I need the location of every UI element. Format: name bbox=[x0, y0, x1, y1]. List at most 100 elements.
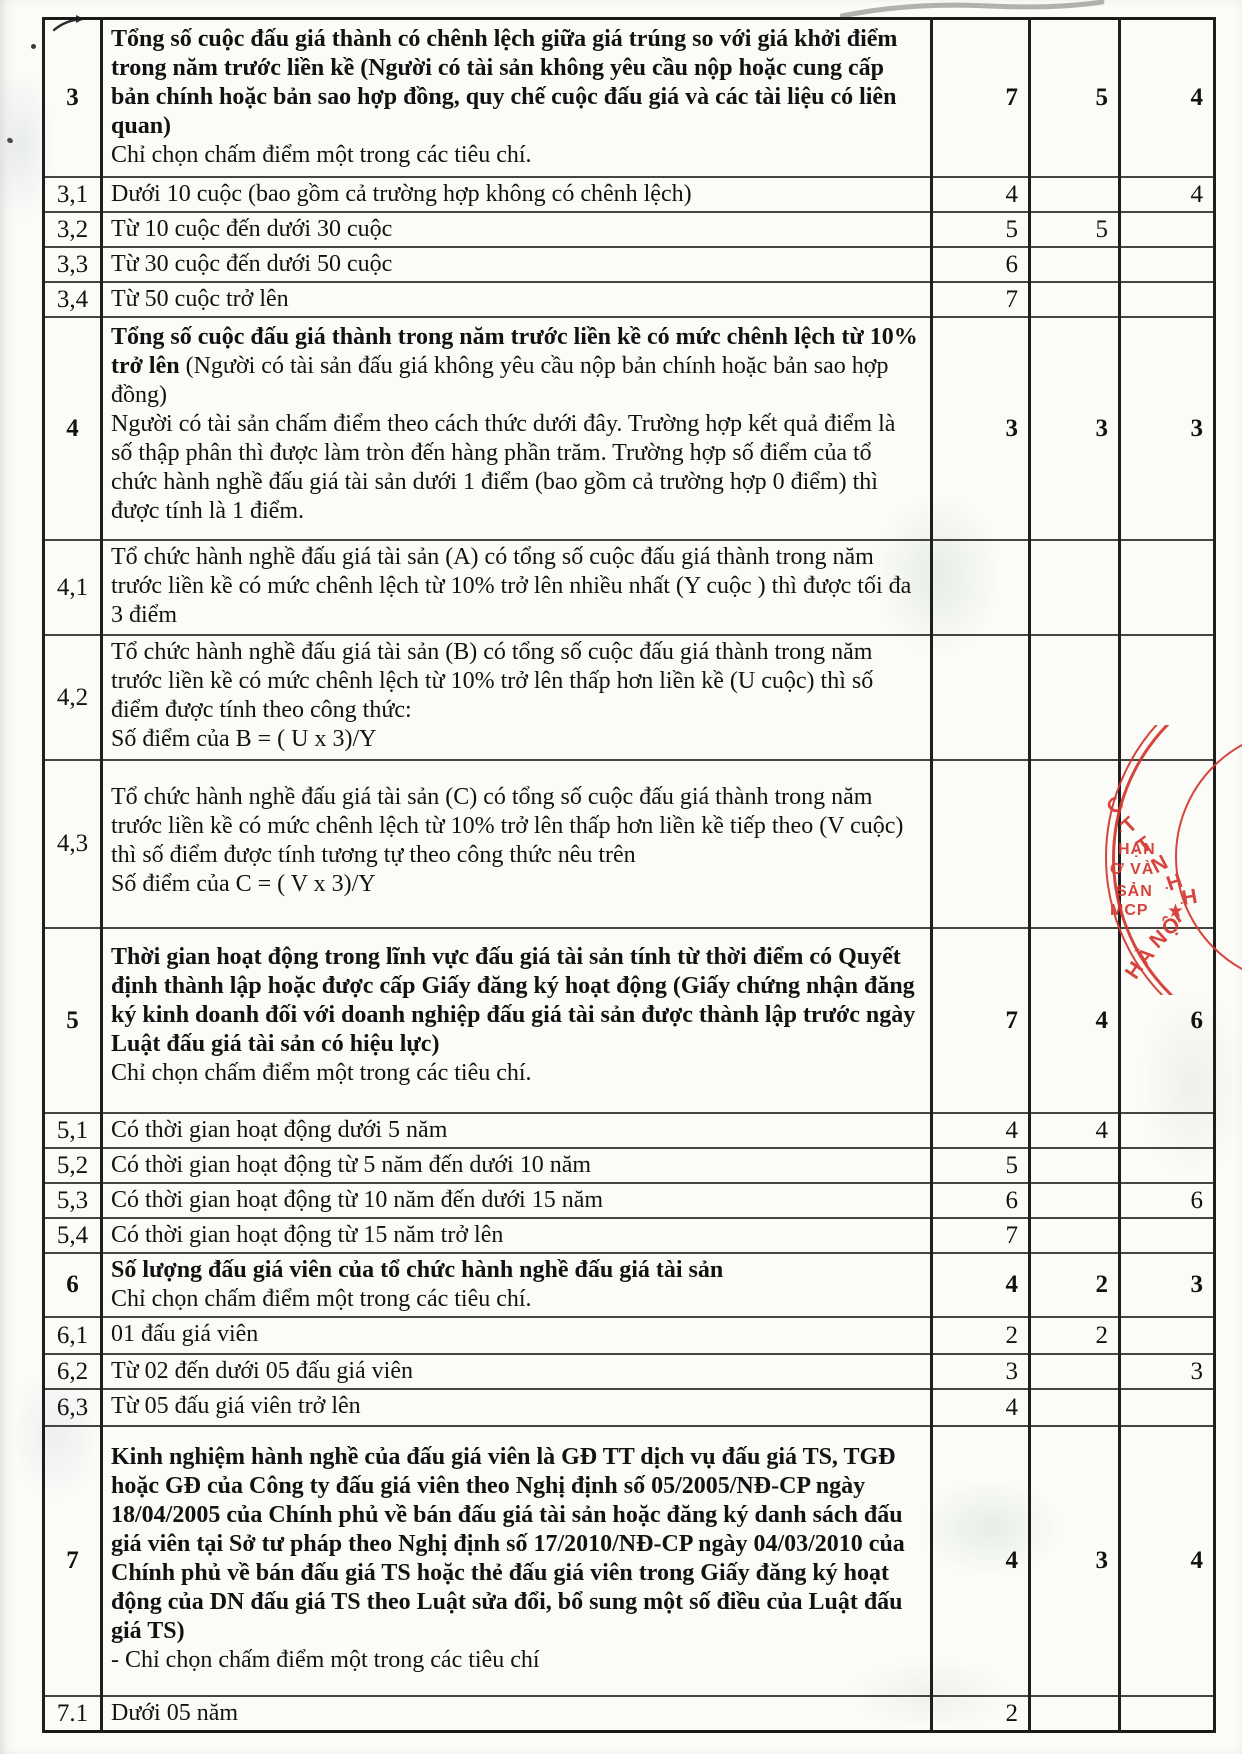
criteria-cell: Dưới 05 năm bbox=[100, 1694, 933, 1732]
criteria-text: Số lượng đấu giá viên của tổ chức hành n… bbox=[111, 1256, 724, 1283]
criteria-text: Tổng số cuộc đấu giá thành trong năm trư… bbox=[111, 323, 918, 379]
pen-dot bbox=[31, 44, 36, 49]
table-row: 5 Thời gian hoạt động trong lĩnh vực đấu… bbox=[42, 926, 1216, 1114]
score-col1-cell: 5 bbox=[930, 1146, 1031, 1184]
criteria-cell: Tổng số cuộc đấu giá thành có chênh lệch… bbox=[100, 17, 933, 178]
score-col2-cell: 4 bbox=[1028, 1111, 1121, 1149]
score-col3-cell bbox=[1118, 280, 1216, 318]
criteria-cell: Có thời gian hoạt động dưới 5 năm bbox=[100, 1111, 933, 1149]
score-col3-cell bbox=[1118, 1146, 1216, 1184]
score-col2-cell: 5 bbox=[1028, 210, 1121, 248]
score-col3-cell: 6 bbox=[1118, 1181, 1216, 1219]
pen-dot bbox=[6, 136, 14, 145]
score-col1-cell: 6 bbox=[930, 245, 1031, 283]
score-col2-cell: 5 bbox=[1028, 17, 1121, 178]
score-col2-cell: 3 bbox=[1028, 1424, 1121, 1697]
criteria-text: Từ 10 cuộc đến dưới 30 cuộc bbox=[111, 215, 393, 242]
criteria-text: (Người có tài sản đấu giá không yêu cầu … bbox=[111, 352, 889, 408]
criteria-note: Chỉ chọn chấm điểm một trong các tiêu ch… bbox=[111, 1285, 532, 1312]
criteria-cell: Thời gian hoạt động trong lĩnh vực đấu g… bbox=[100, 926, 933, 1114]
score-col3-cell: 3 bbox=[1118, 1251, 1216, 1318]
score-col3-cell bbox=[1118, 538, 1216, 636]
criteria-text: Từ 50 cuộc trở lên bbox=[111, 285, 289, 312]
score-col1-cell: 7 bbox=[930, 1216, 1031, 1254]
row-number-cell: 4,2 bbox=[42, 633, 103, 761]
score-col2-cell bbox=[1028, 633, 1121, 761]
score-col1-cell: 4 bbox=[930, 1111, 1031, 1149]
table-row: 4,3 Tổ chức hành nghề đấu giá tài sản (C… bbox=[42, 758, 1216, 929]
criteria-cell: Dưới 10 cuộc (bao gồm cả trường hợp khôn… bbox=[100, 175, 933, 213]
table-row: 3 Tổng số cuộc đấu giá thành có chênh lệ… bbox=[42, 17, 1216, 178]
table-row: 5,2 Có thời gian hoạt động từ 5 năm đến … bbox=[42, 1146, 1216, 1184]
row-number-cell: 4,1 bbox=[42, 538, 103, 636]
criteria-text: 01 đấu giá viên bbox=[111, 1320, 259, 1347]
table-row: 4,1 Tổ chức hành nghề đấu giá tài sản (A… bbox=[42, 538, 1216, 636]
score-col2-cell: 3 bbox=[1028, 315, 1121, 541]
criteria-text: Dưới 05 năm bbox=[111, 1699, 239, 1726]
criteria-cell: Từ 30 cuộc đến dưới 50 cuộc bbox=[100, 245, 933, 283]
score-col1-cell: 7 bbox=[930, 926, 1031, 1114]
criteria-text: Tổ chức hành nghề đấu giá tài sản (B) có… bbox=[111, 638, 874, 723]
criteria-text: Từ 02 đến dưới 05 đấu giá viên bbox=[111, 1357, 413, 1384]
score-col2-cell: 2 bbox=[1028, 1315, 1121, 1355]
row-number-cell: 3,4 bbox=[42, 280, 103, 318]
criteria-cell: Từ 10 cuộc đến dưới 30 cuộc bbox=[100, 210, 933, 248]
score-col1-cell bbox=[930, 758, 1031, 929]
criteria-cell: Tổ chức hành nghề đấu giá tài sản (B) có… bbox=[100, 633, 933, 761]
criteria-cell: Tổng số cuộc đấu giá thành trong năm trư… bbox=[100, 315, 933, 541]
score-col1-cell bbox=[930, 633, 1031, 761]
score-col3-cell bbox=[1118, 1315, 1216, 1355]
score-col2-cell bbox=[1028, 1181, 1121, 1219]
row-number-cell: 5,4 bbox=[42, 1216, 103, 1254]
criteria-text: Tổ chức hành nghề đấu giá tài sản (C) có… bbox=[111, 783, 904, 868]
row-number-cell: 6,3 bbox=[42, 1387, 103, 1427]
score-col2-cell bbox=[1028, 175, 1121, 213]
row-number-cell: 7.1 bbox=[42, 1694, 103, 1732]
criteria-cell: Tổ chức hành nghề đấu giá tài sản (C) có… bbox=[100, 758, 933, 929]
criteria-text: Kinh nghiệm hành nghề của đấu giá viên l… bbox=[111, 1443, 905, 1644]
score-col3-cell bbox=[1118, 1694, 1216, 1732]
table-row: 5,3 Có thời gian hoạt động từ 10 năm đến… bbox=[42, 1181, 1216, 1219]
row-number-cell: 4 bbox=[42, 315, 103, 541]
criteria-note: Người có tài sản chấm điểm theo cách thứ… bbox=[111, 410, 896, 524]
score-col2-cell bbox=[1028, 1146, 1121, 1184]
score-col1-cell: 3 bbox=[930, 315, 1031, 541]
score-col3-cell: 3 bbox=[1118, 315, 1216, 541]
table-row: 4,2 Tổ chức hành nghề đấu giá tài sản (B… bbox=[42, 633, 1216, 761]
score-col1-cell: 7 bbox=[930, 280, 1031, 318]
score-col1-cell: 2 bbox=[930, 1315, 1031, 1355]
row-number-cell: 3 bbox=[42, 17, 103, 178]
score-col2-cell: 4 bbox=[1028, 926, 1121, 1114]
score-col3-cell: 6 bbox=[1118, 926, 1216, 1114]
row-number-cell: 3,2 bbox=[42, 210, 103, 248]
score-col3-cell bbox=[1118, 633, 1216, 761]
row-number-cell: 5 bbox=[42, 926, 103, 1114]
score-col2-cell: 2 bbox=[1028, 1251, 1121, 1318]
score-col2-cell bbox=[1028, 1694, 1121, 1732]
criteria-text: Có thời gian hoạt động từ 15 năm trở lên bbox=[111, 1221, 504, 1248]
row-number-cell: 6,1 bbox=[42, 1315, 103, 1355]
score-col3-cell bbox=[1118, 1387, 1216, 1427]
score-col1-cell: 5 bbox=[930, 210, 1031, 248]
criteria-formula: Số điểm của B = ( U x 3)/Y bbox=[111, 725, 377, 752]
criteria-cell: Tổ chức hành nghề đấu giá tài sản (A) có… bbox=[100, 538, 933, 636]
criteria-text: Tổng số cuộc đấu giá thành có chênh lệch… bbox=[111, 26, 898, 139]
row-number-cell: 4,3 bbox=[42, 758, 103, 929]
criteria-text: Có thời gian hoạt động dưới 5 năm bbox=[111, 1116, 448, 1143]
table-row: 6 Số lượng đấu giá viên của tổ chức hành… bbox=[42, 1251, 1216, 1318]
criteria-cell: Từ 50 cuộc trở lên bbox=[100, 280, 933, 318]
row-number-cell: 3,3 bbox=[42, 245, 103, 283]
score-col1-cell bbox=[930, 538, 1031, 636]
criteria-text: Tổ chức hành nghề đấu giá tài sản (A) có… bbox=[111, 543, 912, 628]
score-col3-cell: 4 bbox=[1118, 1424, 1216, 1697]
criteria-text: Thời gian hoạt động trong lĩnh vực đấu g… bbox=[111, 943, 916, 1057]
table-row: 6,3 Từ 05 đấu giá viên trở lên 4 bbox=[42, 1387, 1216, 1427]
table-row: 7.1 Dưới 05 năm 2 bbox=[42, 1694, 1216, 1732]
criteria-cell: Có thời gian hoạt động từ 15 năm trở lên bbox=[100, 1216, 933, 1254]
score-col2-cell bbox=[1028, 245, 1121, 283]
table-row: 5,1 Có thời gian hoạt động dưới 5 năm 4 … bbox=[42, 1111, 1216, 1149]
score-col1-cell: 4 bbox=[930, 1424, 1031, 1697]
criteria-cell: Kinh nghiệm hành nghề của đấu giá viên l… bbox=[100, 1424, 933, 1697]
row-number-cell: 5,2 bbox=[42, 1146, 103, 1184]
